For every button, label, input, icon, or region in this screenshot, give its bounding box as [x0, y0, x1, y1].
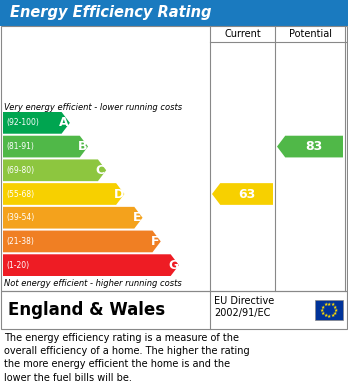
Text: Not energy efficient - higher running costs: Not energy efficient - higher running co… — [4, 280, 182, 289]
Text: B: B — [78, 140, 87, 153]
Text: D: D — [113, 188, 124, 201]
Text: A: A — [59, 117, 69, 129]
Text: (69-80): (69-80) — [6, 166, 34, 175]
Text: Very energy efficient - lower running costs: Very energy efficient - lower running co… — [4, 104, 182, 113]
Text: ★: ★ — [323, 313, 328, 318]
Polygon shape — [3, 112, 70, 134]
Text: (1-20): (1-20) — [6, 261, 29, 270]
Polygon shape — [212, 183, 273, 205]
Polygon shape — [3, 231, 161, 252]
Text: Potential: Potential — [288, 29, 332, 39]
Polygon shape — [277, 136, 343, 158]
Text: ★: ★ — [321, 305, 325, 310]
Bar — [0, 0, 348, 26]
Polygon shape — [3, 183, 124, 205]
Polygon shape — [3, 207, 143, 229]
Text: ★: ★ — [323, 302, 328, 307]
Text: E: E — [133, 211, 141, 224]
Text: ★: ★ — [321, 310, 325, 316]
Text: (39-54): (39-54) — [6, 213, 34, 222]
Bar — [315, 300, 343, 320]
Text: C: C — [96, 164, 105, 177]
Text: Energy Efficiency Rating: Energy Efficiency Rating — [10, 5, 212, 20]
Text: England & Wales: England & Wales — [8, 301, 165, 319]
Text: F: F — [151, 235, 159, 248]
Text: (55-68): (55-68) — [6, 190, 34, 199]
Text: G: G — [168, 258, 178, 272]
Text: 83: 83 — [306, 140, 323, 153]
Text: ★: ★ — [327, 301, 331, 307]
Text: (81-91): (81-91) — [6, 142, 34, 151]
Text: EU Directive
2002/91/EC: EU Directive 2002/91/EC — [214, 296, 274, 318]
Text: (21-38): (21-38) — [6, 237, 34, 246]
Text: ★: ★ — [320, 307, 324, 312]
Text: ★: ★ — [330, 302, 335, 307]
Polygon shape — [3, 136, 88, 158]
Text: ★: ★ — [333, 305, 337, 310]
Text: 63: 63 — [238, 188, 255, 201]
Polygon shape — [3, 160, 106, 181]
Text: (92-100): (92-100) — [6, 118, 39, 127]
Bar — [1, 291, 347, 329]
Text: The energy efficiency rating is a measure of the
overall efficiency of a home. T: The energy efficiency rating is a measur… — [4, 333, 250, 383]
Text: ★: ★ — [334, 307, 338, 312]
Text: Current: Current — [224, 29, 261, 39]
Bar — [1, 26, 347, 291]
Polygon shape — [3, 254, 179, 276]
Text: ★: ★ — [327, 314, 331, 319]
Text: ★: ★ — [330, 313, 335, 318]
Text: ★: ★ — [333, 310, 337, 316]
